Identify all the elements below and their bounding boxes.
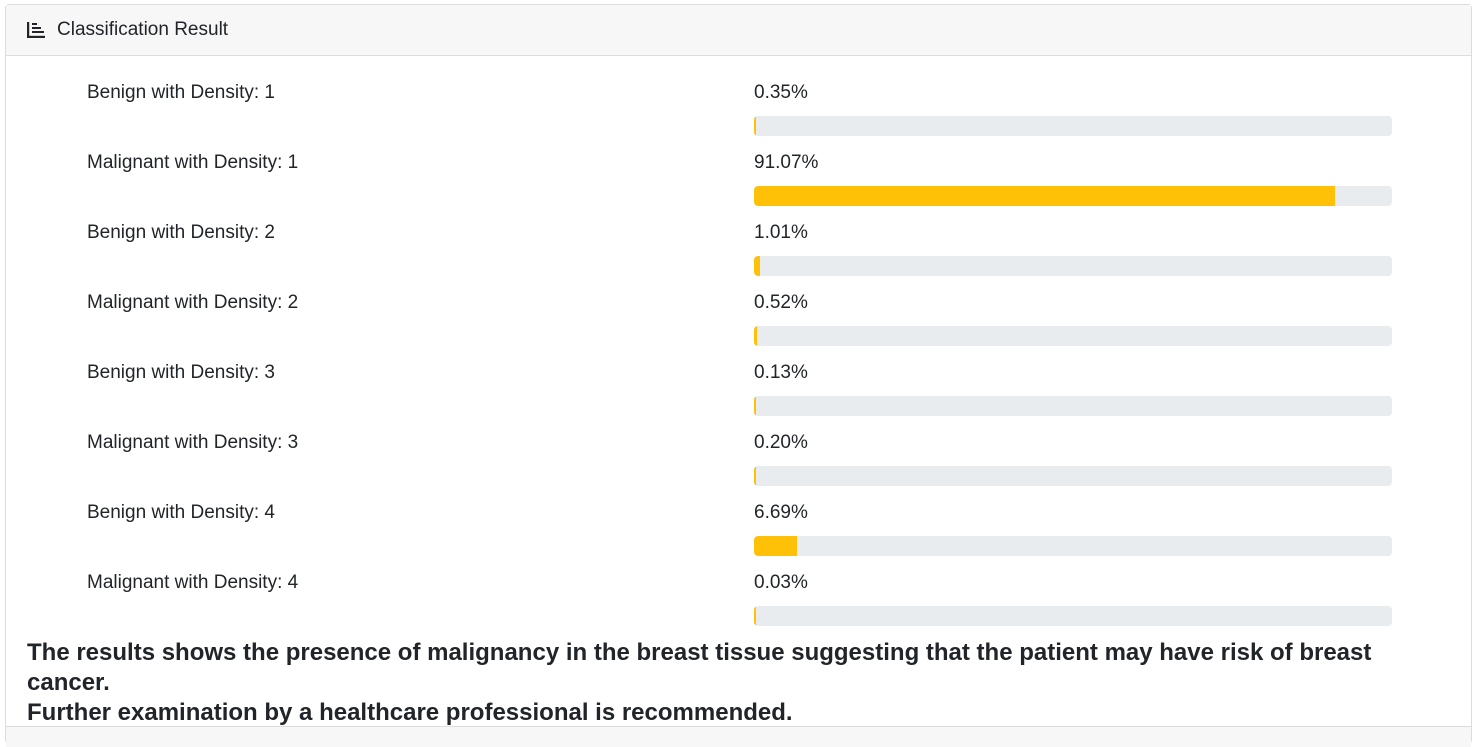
progress-bar-fill xyxy=(754,326,758,346)
progress-bar-fill xyxy=(754,466,756,486)
result-percentage: 0.52% xyxy=(754,292,808,313)
progress-bar xyxy=(754,326,1392,346)
result-label: Malignant with Density: 4 xyxy=(87,572,299,593)
progress-bar xyxy=(754,396,1392,416)
card-title: Classification Result xyxy=(57,19,229,40)
result-percentage: 0.13% xyxy=(754,362,808,383)
result-label: Benign with Density: 4 xyxy=(87,502,275,523)
classification-result-card: Classification Result Benign with Densit… xyxy=(5,4,1472,747)
result-label: Malignant with Density: 3 xyxy=(87,432,299,453)
result-percentage: 0.03% xyxy=(754,572,808,593)
result-percentage: 91.07% xyxy=(754,152,819,173)
progress-bar-fill xyxy=(754,606,756,626)
result-row: Malignant with Density: 4 0.03% xyxy=(6,546,1471,626)
progress-bar-fill xyxy=(754,536,797,556)
result-percentage: 1.01% xyxy=(754,222,808,243)
progress-bar xyxy=(754,606,1392,626)
result-percentage: 0.35% xyxy=(754,82,808,103)
result-row: Benign with Density: 3 0.13% xyxy=(6,336,1471,416)
progress-bar-fill xyxy=(754,256,761,276)
result-percentage: 6.69% xyxy=(754,502,808,523)
summary-text: The results shows the presence of malign… xyxy=(27,638,1457,728)
progress-bar-fill xyxy=(754,396,756,416)
result-label: Benign with Density: 3 xyxy=(87,362,275,383)
chart-bar-icon xyxy=(26,20,46,40)
progress-bar xyxy=(754,256,1392,276)
result-row: Malignant with Density: 2 0.52% xyxy=(6,266,1471,346)
result-row: Benign with Density: 4 6.69% xyxy=(6,476,1471,556)
progress-bar xyxy=(754,116,1392,136)
result-label: Benign with Density: 2 xyxy=(87,222,275,243)
summary-line-2: Further examination by a healthcare prof… xyxy=(27,699,793,726)
result-label: Benign with Density: 1 xyxy=(87,82,275,103)
result-label: Malignant with Density: 2 xyxy=(87,292,299,313)
progress-bar-fill xyxy=(754,116,757,136)
result-row: Benign with Density: 2 1.01% xyxy=(6,196,1471,276)
progress-bar xyxy=(754,186,1392,206)
progress-bar-fill xyxy=(754,186,1336,206)
result-label: Malignant with Density: 1 xyxy=(87,152,299,173)
card-footer xyxy=(6,726,1471,747)
summary-line-1: The results shows the presence of malign… xyxy=(27,639,1372,696)
progress-bar xyxy=(754,466,1392,486)
result-row: Benign with Density: 1 0.35% xyxy=(6,56,1471,136)
result-row: Malignant with Density: 3 0.20% xyxy=(6,406,1471,486)
card-header: Classification Result xyxy=(6,5,1471,56)
result-row: Malignant with Density: 1 91.07% xyxy=(6,126,1471,206)
progress-bar xyxy=(754,536,1392,556)
result-percentage: 0.20% xyxy=(754,432,808,453)
